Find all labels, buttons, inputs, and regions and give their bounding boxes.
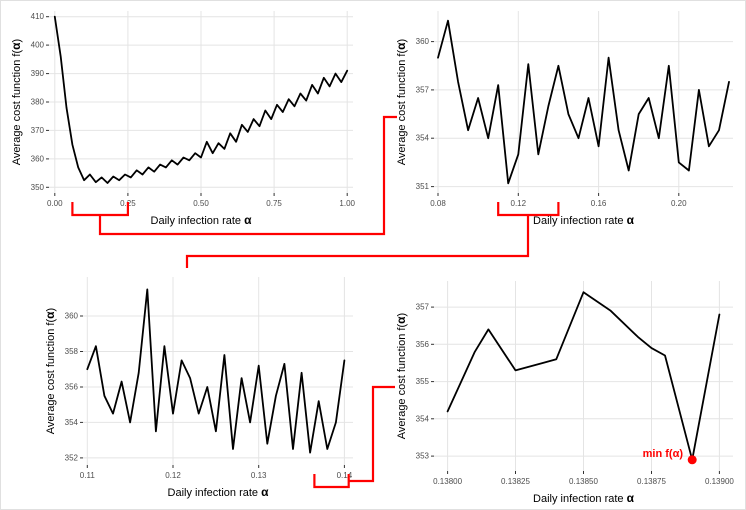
x-tick-label: 0.13 — [251, 471, 267, 480]
y-tick-label: 356 — [416, 340, 430, 349]
y-tick-label: 350 — [31, 183, 45, 192]
cost-curve — [446, 291, 721, 461]
x-tick-label: 0.13850 — [569, 477, 598, 486]
y-tick-label: 355 — [416, 377, 430, 386]
x-tick-label: 0.13900 — [705, 477, 734, 486]
x-tick-label: 0.08 — [430, 199, 446, 208]
y-tick-label: 354 — [416, 414, 430, 423]
chart-zoom-1: 351 354 357 360 0.08 0.12 0.16 0.20 Daily infect… — [394, 11, 733, 227]
y-tick-label: 380 — [31, 98, 45, 107]
x-axis-label: Daily infection rate α — [533, 213, 635, 227]
x-tick-label: 0.11 — [80, 471, 96, 480]
x-tick-label: 0.00 — [47, 199, 63, 208]
x-tick-label: 0.12 — [165, 471, 181, 480]
y-tick-label: 370 — [31, 126, 45, 135]
zoom-range-bracket — [497, 202, 560, 217]
y-tick-label: 360 — [31, 154, 45, 163]
x-axis-label: Daily infection rate α — [533, 491, 635, 505]
x-tick-label: 0.50 — [193, 199, 209, 208]
x-tick-label: 0.75 — [266, 199, 282, 208]
min-point-marker — [687, 455, 697, 465]
x-tick-label: 1.00 — [339, 199, 355, 208]
x-tick-label: 0.13875 — [637, 477, 666, 486]
y-tick-label: 356 — [65, 383, 79, 392]
x-axis-label: Daily infection rate α — [151, 213, 253, 227]
y-tick-label: 352 — [65, 453, 79, 462]
x-tick-label: 0.13800 — [433, 477, 462, 486]
x-tick-label: 0.16 — [591, 199, 607, 208]
cost-curve — [437, 19, 730, 185]
y-tick-label: 357 — [416, 85, 430, 94]
x-tick-label: 0.13825 — [501, 477, 530, 486]
y-tick-label: 360 — [65, 312, 79, 321]
y-tick-label: 354 — [416, 134, 430, 143]
zoom-range-bracket — [313, 474, 350, 489]
x-tick-label: 0.12 — [511, 199, 527, 208]
y-tick-label: 351 — [416, 182, 430, 191]
y-tick-label: 360 — [416, 37, 430, 46]
y-axis-label: Average cost function f(α) — [9, 39, 23, 165]
x-tick-label: 0.14 — [337, 471, 353, 480]
y-tick-label: 390 — [31, 69, 45, 78]
cost-curve — [86, 288, 346, 454]
chart-zoom-2: 352 354 356 358 360 0.11 0.12 0.13 0.14 Daily inf… — [43, 277, 353, 499]
x-axis-label: Daily infection rate α — [168, 485, 270, 499]
y-axis-label: Average cost function f(α) — [43, 308, 57, 434]
y-tick-label: 400 — [31, 41, 45, 50]
y-tick-label: 357 — [416, 303, 430, 312]
y-axis-label: Average cost function f(α) — [394, 39, 408, 165]
y-tick-label: 354 — [65, 418, 79, 427]
x-tick-label: 0.20 — [671, 199, 687, 208]
chart-zoom-3: 353 354 355 356 357 0.13800 0.13825 0.13850 0.13… — [394, 281, 734, 505]
y-tick-label: 410 — [31, 12, 45, 21]
y-axis-label: Average cost function f(α) — [394, 313, 408, 439]
min-annotation-label: min f(α) — [642, 448, 683, 460]
y-tick-label: 353 — [416, 452, 430, 461]
y-tick-label: 358 — [65, 347, 79, 356]
